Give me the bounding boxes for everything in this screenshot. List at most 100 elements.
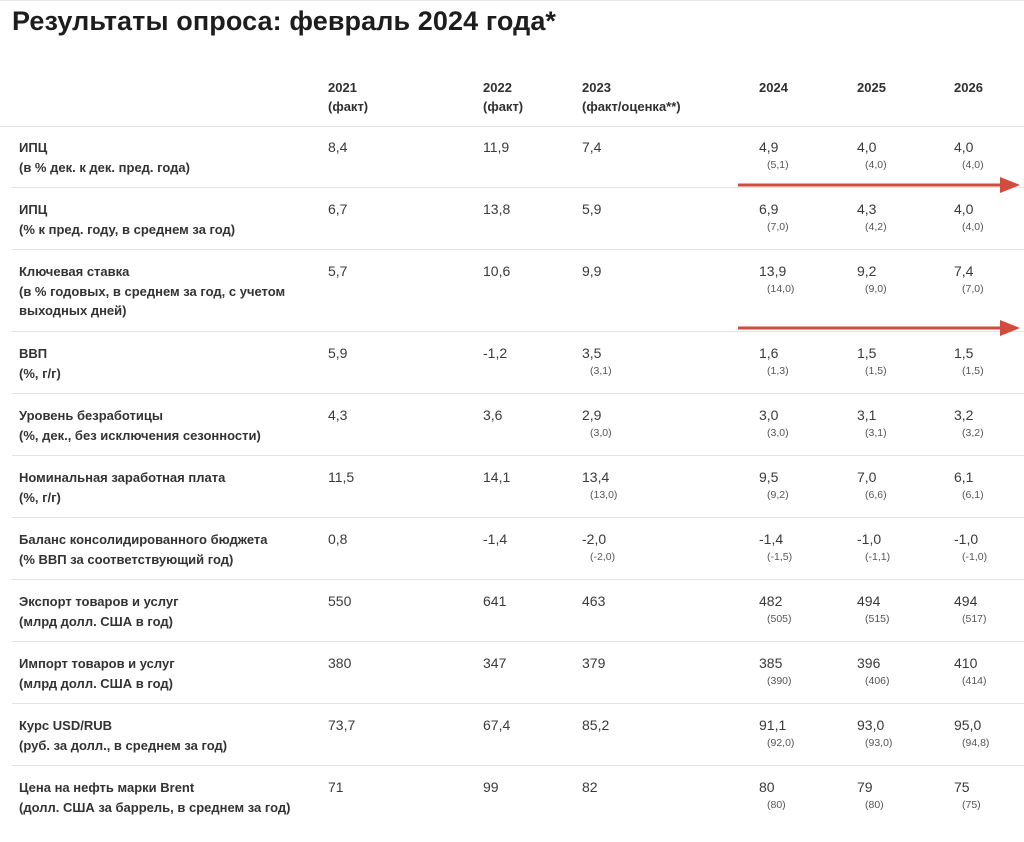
- column-year: 2025: [857, 80, 886, 95]
- value-2026: 95,0: [954, 717, 982, 733]
- indicator-name: Курс USD/RUB: [19, 718, 112, 733]
- value-2024: 3,0: [759, 407, 779, 423]
- value-2022: 347: [483, 655, 507, 671]
- indicator-name: Номинальная заработная плата: [19, 470, 226, 485]
- previous-forecast-2025: (515): [865, 613, 890, 625]
- previous-forecast-2025: (6,6): [865, 489, 887, 501]
- indicator-unit: (% к пред. году, в среднем за год): [19, 221, 236, 237]
- value-2026: 410: [954, 655, 978, 671]
- value-2022: 13,8: [483, 201, 511, 217]
- indicator-unit: (%, дек., без исключения сезонности): [19, 427, 261, 443]
- previous-forecast-2026: (517): [962, 613, 987, 625]
- cell-2024: 9,5 (9,2): [759, 468, 859, 502]
- previous-forecast-2025: (406): [865, 675, 890, 687]
- cell-2025: 7,0 (6,6): [857, 468, 957, 502]
- table-row: Курс USD/RUB (руб. за долл., в среднем за…: [12, 704, 1024, 766]
- cell-2022: 347: [483, 654, 583, 673]
- value-2022: 14,1: [483, 469, 511, 485]
- value-2023: -2,0: [582, 531, 607, 547]
- previous-forecast-2026: (4,0): [962, 221, 984, 233]
- cell-2023: 379: [582, 654, 682, 674]
- indicator-name: Цена на нефть марки Brent: [19, 780, 195, 795]
- table-row: ИПЦ (% к пред. году, в среднем за год) 6,7…: [12, 188, 1024, 250]
- cell-2022: 3,6: [483, 406, 583, 425]
- row-label: Цена на нефть марки Brent (долл. США за б…: [19, 778, 319, 817]
- cell-2022: 10,6: [483, 262, 583, 281]
- cell-2022: 13,8: [483, 200, 583, 219]
- cell-2023: 82: [582, 778, 682, 798]
- cell-2023: 9,9: [582, 262, 682, 282]
- indicator-unit: (%, г/г): [19, 365, 61, 381]
- indicator-unit: (в % годовых, в среднем за год, с учетом…: [19, 283, 286, 319]
- cell-2025: 93,0 (93,0): [857, 716, 957, 750]
- value-2025: 93,0: [857, 717, 885, 733]
- cell-2025: -1,0 (-1,1): [857, 530, 957, 564]
- row-label: Ключевая ставка (в % годовых, в среднем з…: [19, 262, 319, 321]
- indicator-name: ВВП: [19, 346, 48, 361]
- previous-forecast-2025: (93,0): [865, 737, 893, 749]
- previous-forecast-2023: (3,0): [590, 427, 612, 439]
- column-header-2025: 2025: [857, 78, 886, 97]
- value-2023: 3,5: [582, 345, 602, 361]
- value-2023: 9,9: [582, 263, 602, 279]
- indicator-name: Уровень безработицы: [19, 408, 163, 423]
- value-2021: 5,9: [328, 345, 348, 361]
- indicator-name: Импорт товаров и услуг: [19, 656, 175, 671]
- value-2021: 0,8: [328, 531, 348, 547]
- cell-2024: 3,0 (3,0): [759, 406, 859, 440]
- value-2021: 11,5: [328, 469, 355, 485]
- previous-forecast-2026: (94,8): [962, 737, 990, 749]
- table-row: Баланс консолидированного бюджета (% ВВП …: [12, 518, 1024, 580]
- cell-2025: 4,3 (4,2): [857, 200, 957, 234]
- row-label: Уровень безработицы (%, дек., без исключе…: [19, 406, 319, 445]
- row-label: ИПЦ (% к пред. году, в среднем за год): [19, 200, 319, 239]
- value-2024: 385: [759, 655, 783, 671]
- cell-2024: 482 (505): [759, 592, 859, 626]
- previous-forecast-2026: (75): [962, 799, 981, 811]
- value-2022: 11,9: [483, 139, 510, 155]
- value-2024: 80: [759, 779, 775, 795]
- cell-2023: -2,0 (-2,0): [582, 530, 682, 564]
- cell-2021: 550: [328, 592, 428, 611]
- row-label: Экспорт товаров и услуг (млрд долл. США в…: [19, 592, 319, 631]
- cell-2026: 410 (414): [954, 654, 1024, 688]
- cell-2026: 3,2 (3,2): [954, 406, 1024, 440]
- table-row: Уровень безработицы (%, дек., без исключе…: [12, 394, 1024, 456]
- table-row: Ключевая ставка (в % годовых, в среднем з…: [12, 250, 1024, 332]
- cell-2021: 73,7: [328, 716, 428, 735]
- cell-2025: 1,5 (1,5): [857, 344, 957, 378]
- value-2024: -1,4: [759, 531, 784, 547]
- column-year: 2023: [582, 80, 611, 95]
- previous-forecast-2023: (3,1): [590, 365, 612, 377]
- previous-forecast-2024: (1,3): [767, 365, 789, 377]
- value-2023: 82: [582, 779, 598, 795]
- value-2023: 379: [582, 655, 606, 671]
- cell-2022: 67,4: [483, 716, 583, 735]
- cell-2022: 14,1: [483, 468, 583, 487]
- value-2024: 1,6: [759, 345, 779, 361]
- cell-2026: 75 (75): [954, 778, 1024, 812]
- cell-2024: -1,4 (-1,5): [759, 530, 859, 564]
- cell-2025: 396 (406): [857, 654, 957, 688]
- cell-2021: 8,4: [328, 138, 428, 157]
- cell-2026: 7,4 (7,0): [954, 262, 1024, 296]
- value-2022: -1,2: [483, 345, 508, 361]
- indicator-unit: (млрд долл. США в год): [19, 675, 173, 691]
- table-header: 2021 (факт) 2022 (факт) 2023 (факт/оценк…: [0, 66, 1024, 127]
- previous-forecast-2023: (-2,0): [590, 551, 616, 563]
- value-2026: 3,2: [954, 407, 974, 423]
- value-2023: 13,4: [582, 469, 610, 485]
- value-2024: 91,1: [759, 717, 787, 733]
- column-header-2022: 2022 (факт): [483, 78, 523, 116]
- column-header-2026: 2026: [954, 78, 983, 97]
- value-2021: 6,7: [328, 201, 348, 217]
- cell-2024: 1,6 (1,3): [759, 344, 859, 378]
- cell-2024: 91,1 (92,0): [759, 716, 859, 750]
- value-2025: 494: [857, 593, 881, 609]
- value-2025: 396: [857, 655, 881, 671]
- value-2026: 7,4: [954, 263, 974, 279]
- page-title: Результаты опроса: февраль 2024 года*: [12, 6, 557, 36]
- cell-2025: 3,1 (3,1): [857, 406, 957, 440]
- row-label: Номинальная заработная плата (%, г/г): [19, 468, 319, 507]
- previous-forecast-2024: (80): [767, 799, 786, 811]
